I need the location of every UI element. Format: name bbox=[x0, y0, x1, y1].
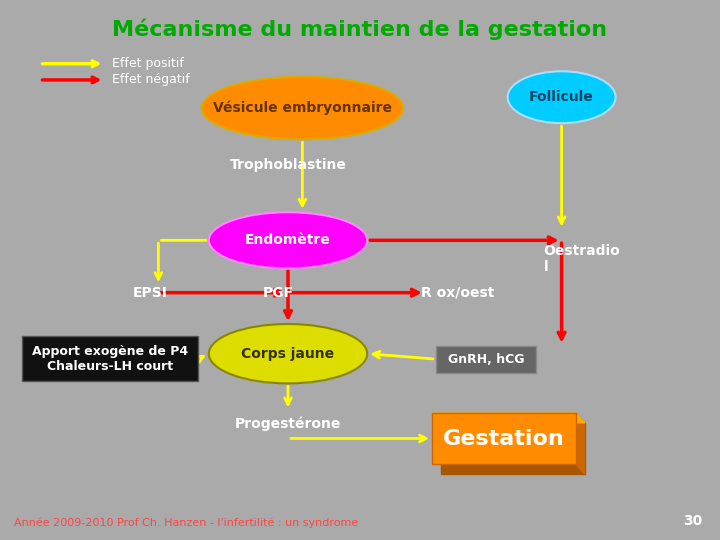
Ellipse shape bbox=[209, 324, 367, 383]
FancyBboxPatch shape bbox=[432, 413, 576, 464]
Text: Gestation: Gestation bbox=[443, 429, 565, 449]
Text: Effet négatif: Effet négatif bbox=[112, 73, 189, 86]
Ellipse shape bbox=[202, 77, 403, 139]
Polygon shape bbox=[432, 413, 585, 423]
Text: GnRH, hCG: GnRH, hCG bbox=[448, 353, 524, 366]
Text: Apport exogène de P4
Chaleurs-LH court: Apport exogène de P4 Chaleurs-LH court bbox=[32, 345, 188, 373]
Text: PGF: PGF bbox=[263, 286, 294, 300]
FancyBboxPatch shape bbox=[441, 423, 585, 474]
Text: Progestérone: Progestérone bbox=[235, 417, 341, 431]
Ellipse shape bbox=[508, 71, 616, 123]
Text: Mécanisme du maintien de la gestation: Mécanisme du maintien de la gestation bbox=[112, 19, 608, 40]
Text: Oestradio: Oestradio bbox=[544, 244, 621, 258]
Text: Trophoblastine: Trophoblastine bbox=[230, 158, 346, 172]
Text: l: l bbox=[544, 260, 548, 274]
Text: EPSI: EPSI bbox=[133, 286, 168, 300]
FancyBboxPatch shape bbox=[436, 346, 536, 373]
Text: 30: 30 bbox=[683, 514, 702, 528]
FancyBboxPatch shape bbox=[22, 336, 198, 381]
Text: R ox/oest: R ox/oest bbox=[421, 286, 495, 300]
Polygon shape bbox=[576, 413, 585, 474]
Ellipse shape bbox=[209, 212, 367, 268]
Text: Endomètre: Endomètre bbox=[245, 233, 331, 247]
Text: Follicule: Follicule bbox=[529, 90, 594, 104]
Text: Effet positif: Effet positif bbox=[112, 57, 184, 70]
Text: Corps jaune: Corps jaune bbox=[241, 347, 335, 361]
Text: Vésicule embryonnaire: Vésicule embryonnaire bbox=[213, 101, 392, 115]
Text: Année 2009-2010 Prof Ch. Hanzen - l'infertilité : un syndrome: Année 2009-2010 Prof Ch. Hanzen - l'infe… bbox=[14, 518, 359, 528]
